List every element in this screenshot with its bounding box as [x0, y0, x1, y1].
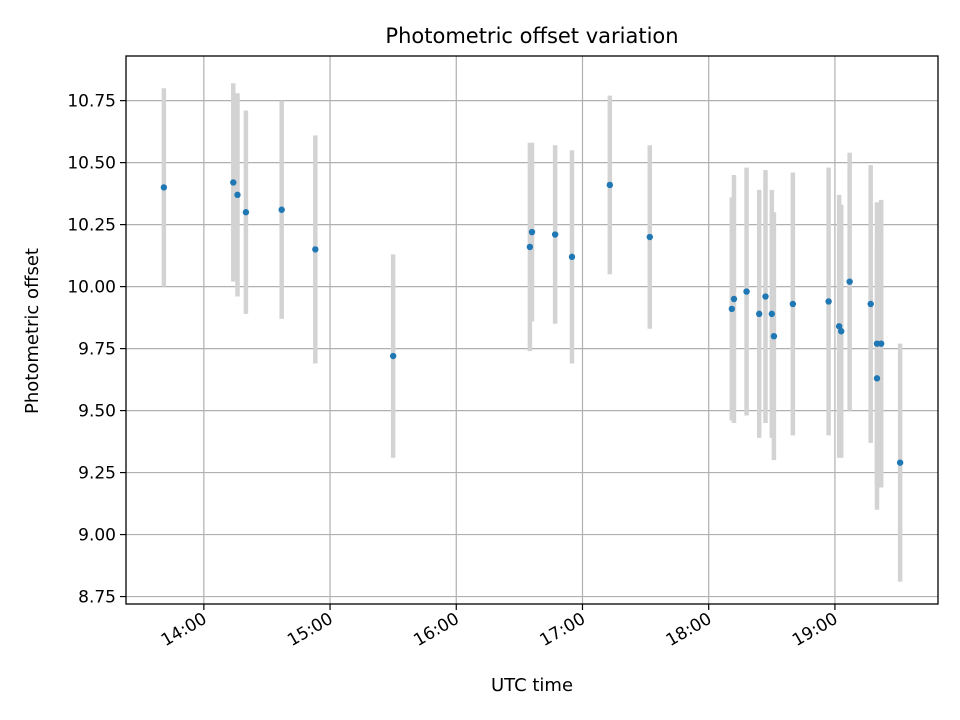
data-point: [528, 228, 536, 236]
data-point: [160, 184, 168, 191]
data-point: [825, 298, 832, 305]
y-tick-label: 10.75: [67, 92, 116, 112]
y-axis-label: Photometric offset: [22, 248, 43, 414]
data-point: [867, 300, 874, 308]
data-point: [646, 233, 654, 241]
y-tick-label: 9.50: [78, 402, 116, 422]
data-point: [896, 459, 904, 466]
data-point: [312, 246, 319, 253]
y-axis: 8.75 9.00 9.25 9.50 9.75 10.00 10.25 10.50 10.75: [67, 92, 126, 608]
data-point: [835, 323, 843, 330]
point-group: [160, 179, 904, 466]
data-point: [743, 288, 750, 295]
data-point: [755, 310, 763, 318]
data-point: [770, 332, 778, 340]
data-point: [551, 231, 559, 238]
data-point: [846, 278, 853, 285]
data-point: [242, 209, 250, 216]
data-point: [230, 179, 237, 186]
y-tick-label: 9.75: [78, 340, 116, 360]
data-point: [526, 243, 534, 251]
y-tick-label: 9.00: [78, 526, 116, 546]
data-point: [878, 340, 885, 347]
y-tick-label: 10.25: [67, 216, 116, 236]
data-point: [838, 328, 845, 335]
data-point: [789, 300, 797, 308]
y-tick-label: 10.00: [67, 278, 116, 298]
x-axis-label: UTC time: [491, 675, 573, 696]
data-point: [762, 293, 769, 300]
plot-frame: [125, 55, 939, 605]
data-point: [728, 305, 736, 313]
data-point: [278, 206, 285, 213]
y-tick-label: 8.75: [78, 588, 116, 608]
data-point: [730, 295, 738, 303]
data-point: [873, 375, 881, 382]
data-point: [568, 253, 576, 261]
y-tick-label: 10.50: [67, 154, 116, 174]
data-point: [768, 310, 776, 318]
y-tick-label: 9.25: [78, 464, 116, 484]
data-point: [606, 181, 614, 189]
data-point: [389, 352, 397, 360]
chart-title: Photometric offset variation: [385, 24, 678, 48]
data-point: [234, 191, 241, 199]
